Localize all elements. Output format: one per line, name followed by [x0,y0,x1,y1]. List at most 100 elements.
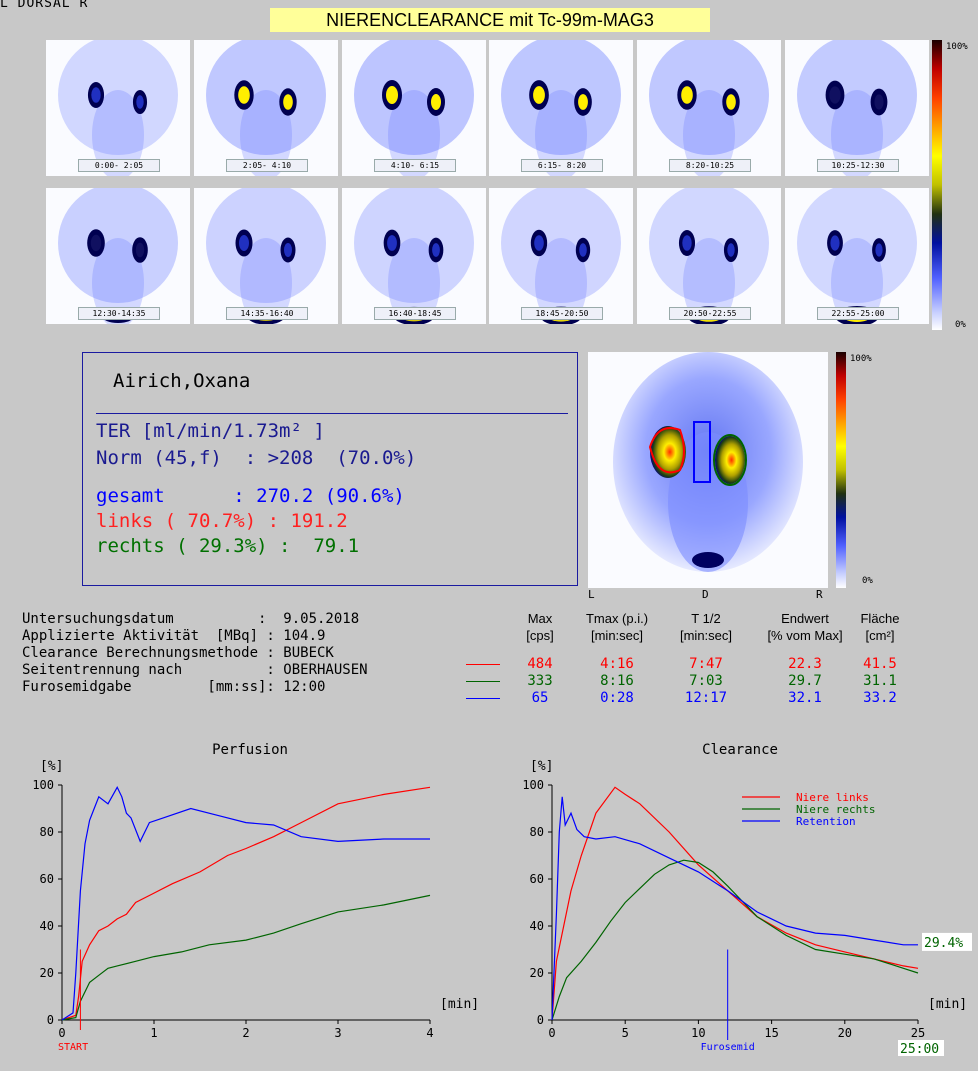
background-roi [693,421,711,483]
x-tick-label: 25 [911,1026,925,1040]
frame-time-label: 8:20-10:25 [669,159,751,172]
start-label: START [58,1042,88,1053]
x-tick-label: 2 [242,1026,249,1040]
series-line [551,796,918,1021]
x-tick-label: 0 [58,1026,65,1040]
table-cell: 31.1 [863,673,897,689]
end-value-label: 29.4% [924,936,963,951]
table-row-color-line [466,664,500,665]
clearance-method: Clearance Berechnungsmethode : BUBECK [22,645,334,661]
end-time-box [898,1040,944,1056]
scan-frame: 8:20-10:25 [637,40,781,176]
y-tick-label: 100 [32,778,54,792]
furosemide-label: Furosemid [701,1042,755,1053]
frame-time-label: 14:35-16:40 [226,307,308,320]
series-line [61,786,431,1021]
end-time-label: 25:00 [900,1042,939,1057]
scan-frame: 20:50-22:55 [637,188,781,324]
y-tick-label: 60 [40,872,54,886]
series-line [551,859,919,1021]
table-cell: 65 [531,690,549,706]
table-header: T 1/2 [691,611,721,626]
color-scale-max-label: 100% [946,42,968,52]
x-axis-label: [min] [440,997,479,1012]
table-header-unit: [min:sec] [679,628,732,643]
y-tick-label: 40 [40,919,54,933]
series-line [551,786,919,1021]
roi-color-scale-bar [836,352,846,588]
y-tick-label: 100 [522,778,544,792]
x-tick-label: 10 [691,1026,705,1040]
table-header: Tmax (p.i.) [585,611,649,626]
end-value-box [922,932,972,951]
table-cell: 41.5 [863,656,897,672]
study-date: Untersuchungsdatum : 9.05.2018 [22,611,360,627]
series-line [61,786,430,1021]
table-header: Max [527,611,553,626]
legend-label: Niere rechts [796,803,875,816]
roi-right-label: R [816,588,823,601]
color-scale-min-label: 0% [955,320,966,330]
table-cell: 7:47 [689,656,723,672]
table-cell: 29.7 [788,673,822,689]
side-separation: Seitentrennung nach : OBERHAUSEN [22,662,368,678]
chart-title: Perfusion [212,742,288,758]
scan-frame: 4:10- 6:15 [342,40,486,176]
patient-name: Airich,Oxana [113,370,251,392]
color-scale-bar [932,40,942,330]
y-tick-label: 80 [530,825,544,839]
roi-mid-label: D [702,588,709,601]
table-header-unit: [cps] [526,628,554,643]
orientation-label: L DORSAL R [0,0,89,11]
series-line [61,894,431,1021]
x-tick-label: 5 [622,1026,629,1040]
roi-color-scale-max: 100% [850,354,872,364]
y-axis-label: [%] [40,759,63,774]
x-tick-label: 15 [764,1026,778,1040]
gesamt-line: gesamt : 270.2 (90.6%) [96,485,405,507]
table-cell: 7:03 [689,673,723,689]
ter-label: TER [ml/min/1.73m² ] [96,420,325,442]
x-tick-label: 20 [838,1026,852,1040]
frame-time-label: 2:05- 4:10 [226,159,308,172]
rechts-line: rechts ( 29.3%) : 79.1 [96,535,360,557]
table-header-unit: [cm²] [865,628,895,643]
scan-frame: 16:40-18:45 [342,188,486,324]
chart-title: Clearance [702,742,778,758]
table-cell: 333 [527,673,553,689]
y-tick-label: 20 [40,966,54,980]
roi-image [588,352,828,588]
frame-time-label: 4:10- 6:15 [374,159,456,172]
norm-line: Norm (45,f) : >208 (70.0%) [96,447,417,469]
scan-frame: 18:45-20:50 [489,188,633,324]
legend-label: Niere links [796,791,869,804]
y-tick-label: 0 [537,1013,544,1027]
scan-frame: 0:00- 2:05 [46,40,190,176]
y-tick-label: 20 [530,966,544,980]
y-axis-label: [%] [530,759,553,774]
scan-frame: 12:30-14:35 [46,188,190,324]
table-cell: 12:17 [684,690,728,706]
table-cell: 484 [527,656,553,672]
roi-color-scale-min: 0% [862,576,873,586]
table-header-unit: [min:sec] [590,628,643,643]
scan-frame: 10:25-12:30 [785,40,929,176]
y-tick-label: 60 [530,872,544,886]
scan-frame: 6:15- 8:20 [489,40,633,176]
frame-time-label: 6:15- 8:20 [521,159,603,172]
links-line: links ( 70.7%) : 191.2 [96,510,348,532]
table-cell: 22.3 [788,656,822,672]
table-header-unit: [% vom Max] [767,628,843,643]
frame-time-label: 20:50-22:55 [669,307,751,320]
x-axis-label: [min] [928,997,967,1012]
panel-divider [96,413,568,414]
right-kidney-roi [715,436,745,484]
frame-time-label: 0:00- 2:05 [78,159,160,172]
applied-activity: Applizierte Aktivität [MBq] : 104.9 [22,628,326,644]
x-tick-label: 4 [426,1026,433,1040]
frame-time-label: 16:40-18:45 [374,307,456,320]
left-kidney-roi [650,426,686,478]
furosemide-time: Furosemidgabe [mm:ss]: 12:00 [22,679,326,695]
table-cell: 4:16 [600,656,634,672]
